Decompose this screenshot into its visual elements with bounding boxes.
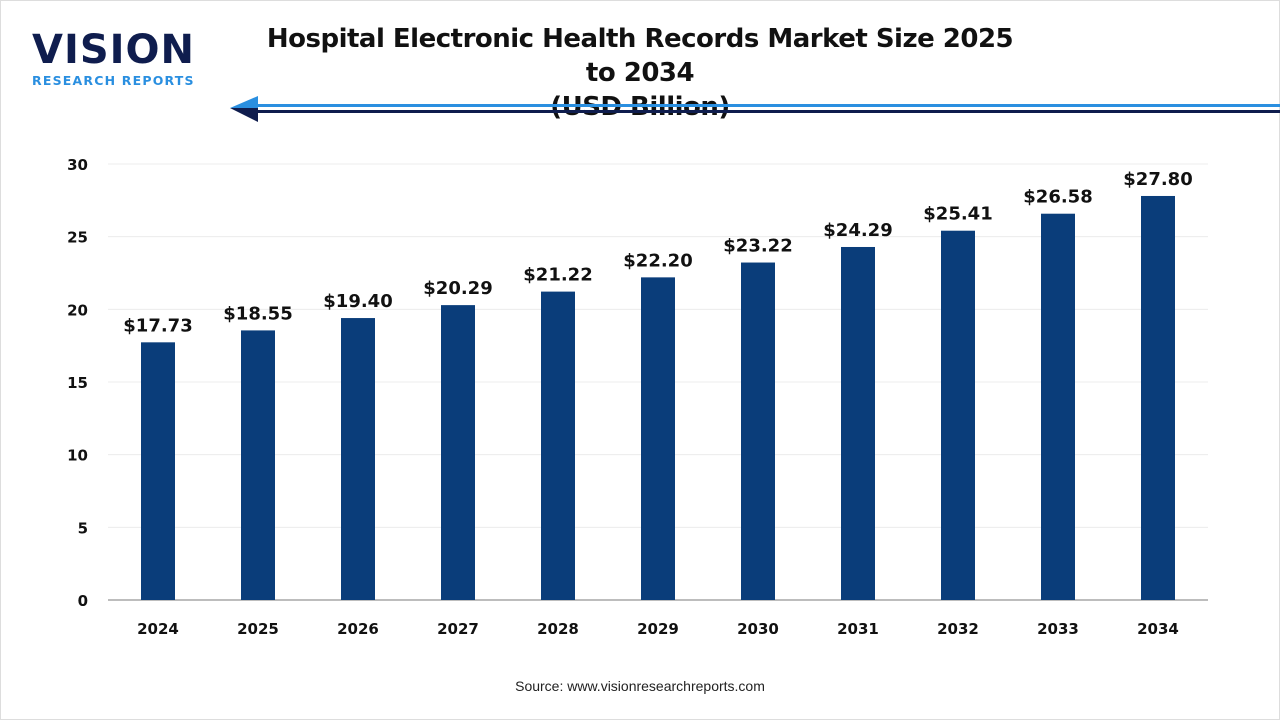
y-tick-label: 25 <box>67 229 88 247</box>
y-tick-label: 15 <box>67 374 88 392</box>
header-arrow-icon <box>230 96 1280 122</box>
x-tick-label: 2025 <box>237 620 279 638</box>
y-tick-label: 5 <box>78 519 88 537</box>
x-tick-label: 2032 <box>937 620 979 638</box>
data-label: $22.20 <box>623 250 692 271</box>
x-tick-label: 2024 <box>137 620 179 638</box>
data-label: $18.55 <box>223 303 292 324</box>
data-label: $23.22 <box>723 236 792 257</box>
x-tick-label: 2031 <box>837 620 879 638</box>
data-label: $25.41 <box>923 204 992 225</box>
bar-2033 <box>1041 213 1075 601</box>
data-label: $27.80 <box>1123 169 1192 190</box>
source-note: Source: www.visionresearchreports.com <box>515 678 765 694</box>
x-tick-label: 2028 <box>537 620 579 638</box>
y-tick-label: 0 <box>78 592 88 610</box>
data-label: $21.22 <box>523 265 592 286</box>
data-label: $17.73 <box>123 315 192 336</box>
title-line-1: Hospital Electronic Health Records Marke… <box>266 24 1014 88</box>
x-tick-label: 2029 <box>637 620 679 638</box>
data-label: $19.40 <box>323 291 392 312</box>
logo-subtitle: RESEARCH REPORTS <box>32 73 195 88</box>
bar-2031 <box>841 246 875 600</box>
data-label: $24.29 <box>823 220 892 241</box>
bar-2024 <box>141 342 175 600</box>
bar-2027 <box>441 305 475 600</box>
bar-2025 <box>241 330 275 600</box>
vision-logo: VISION RESEARCH REPORTS <box>32 30 195 88</box>
bar-2028 <box>541 291 575 600</box>
logo-word: VISION <box>32 27 196 73</box>
bar-2026 <box>341 318 375 600</box>
x-tick-label: 2026 <box>337 620 379 638</box>
x-tick-label: 2027 <box>437 620 479 638</box>
x-tick-label: 2033 <box>1037 620 1079 638</box>
data-label: $26.58 <box>1023 187 1092 208</box>
x-tick-label: 2034 <box>1137 620 1179 638</box>
x-tick-label: 2030 <box>737 620 779 638</box>
bar-2029 <box>641 277 675 600</box>
data-label: $20.29 <box>423 278 492 299</box>
y-tick-label: 10 <box>67 447 88 465</box>
bar-2032 <box>941 230 975 600</box>
bar-2034 <box>1141 195 1175 600</box>
bar-2030 <box>741 262 775 600</box>
y-tick-label: 20 <box>67 301 88 319</box>
y-tick-label: 30 <box>67 156 88 174</box>
